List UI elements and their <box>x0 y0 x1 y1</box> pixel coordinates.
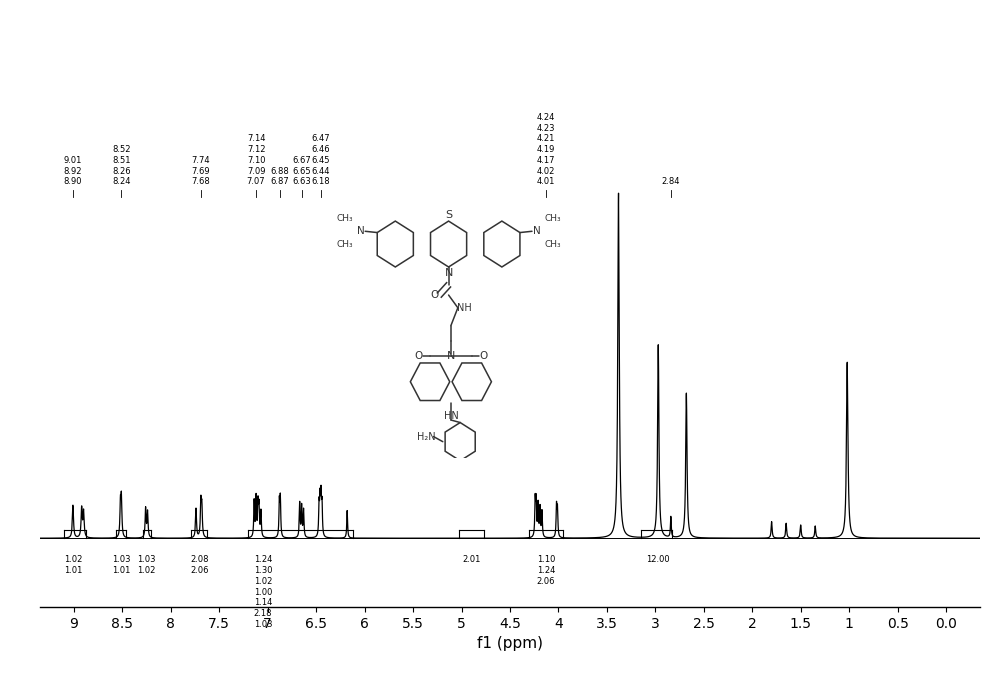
Text: S: S <box>445 210 452 219</box>
Text: N: N <box>533 226 541 236</box>
Text: 1.24
1.30
1.02
1.00
1.14
2.18
1.03: 1.24 1.30 1.02 1.00 1.14 2.18 1.03 <box>254 555 272 629</box>
Text: 12.00: 12.00 <box>646 555 670 564</box>
Text: 6.67
6.65
6.63: 6.67 6.65 6.63 <box>292 156 311 186</box>
Text: 4.24
4.23
4.21
4.19
4.17
4.02
4.01: 4.24 4.23 4.21 4.19 4.17 4.02 4.01 <box>537 112 555 186</box>
Text: CH₃: CH₃ <box>545 214 561 223</box>
Text: 7.74
7.69
7.68: 7.74 7.69 7.68 <box>191 156 210 186</box>
Text: N: N <box>447 351 455 362</box>
Text: 1.10
1.24
2.06: 1.10 1.24 2.06 <box>537 555 555 586</box>
Text: N: N <box>444 268 453 278</box>
Text: HN: HN <box>444 411 458 421</box>
Text: 1.03
1.01: 1.03 1.01 <box>112 555 131 575</box>
Text: 1.02
1.01: 1.02 1.01 <box>64 555 82 575</box>
Text: O: O <box>479 351 487 362</box>
Text: CH₃: CH₃ <box>336 239 353 248</box>
Text: 6.88
6.87: 6.88 6.87 <box>270 166 289 186</box>
Text: 2.08
2.06: 2.08 2.06 <box>191 555 209 575</box>
Text: CH₃: CH₃ <box>545 239 561 248</box>
Text: 2.01: 2.01 <box>462 555 480 564</box>
Text: O: O <box>414 351 423 362</box>
Text: 8.52
8.51
8.26
8.24: 8.52 8.51 8.26 8.24 <box>112 145 131 186</box>
Text: 7.14
7.12
7.10
7.09
7.07: 7.14 7.12 7.10 7.09 7.07 <box>247 135 265 186</box>
Text: NH: NH <box>457 303 472 313</box>
Text: CH₃: CH₃ <box>336 214 353 223</box>
Text: 6.47
6.46
6.45
6.44
6.18: 6.47 6.46 6.45 6.44 6.18 <box>311 135 330 186</box>
Text: H₂N: H₂N <box>417 431 436 442</box>
Text: 2.84: 2.84 <box>662 177 680 186</box>
Text: 9.01
8.92
8.90: 9.01 8.92 8.90 <box>64 156 82 186</box>
Text: N: N <box>357 226 364 236</box>
X-axis label: f1 (ppm): f1 (ppm) <box>477 636 543 651</box>
Text: O: O <box>431 290 439 300</box>
Text: 1.03
1.02: 1.03 1.02 <box>137 555 156 575</box>
